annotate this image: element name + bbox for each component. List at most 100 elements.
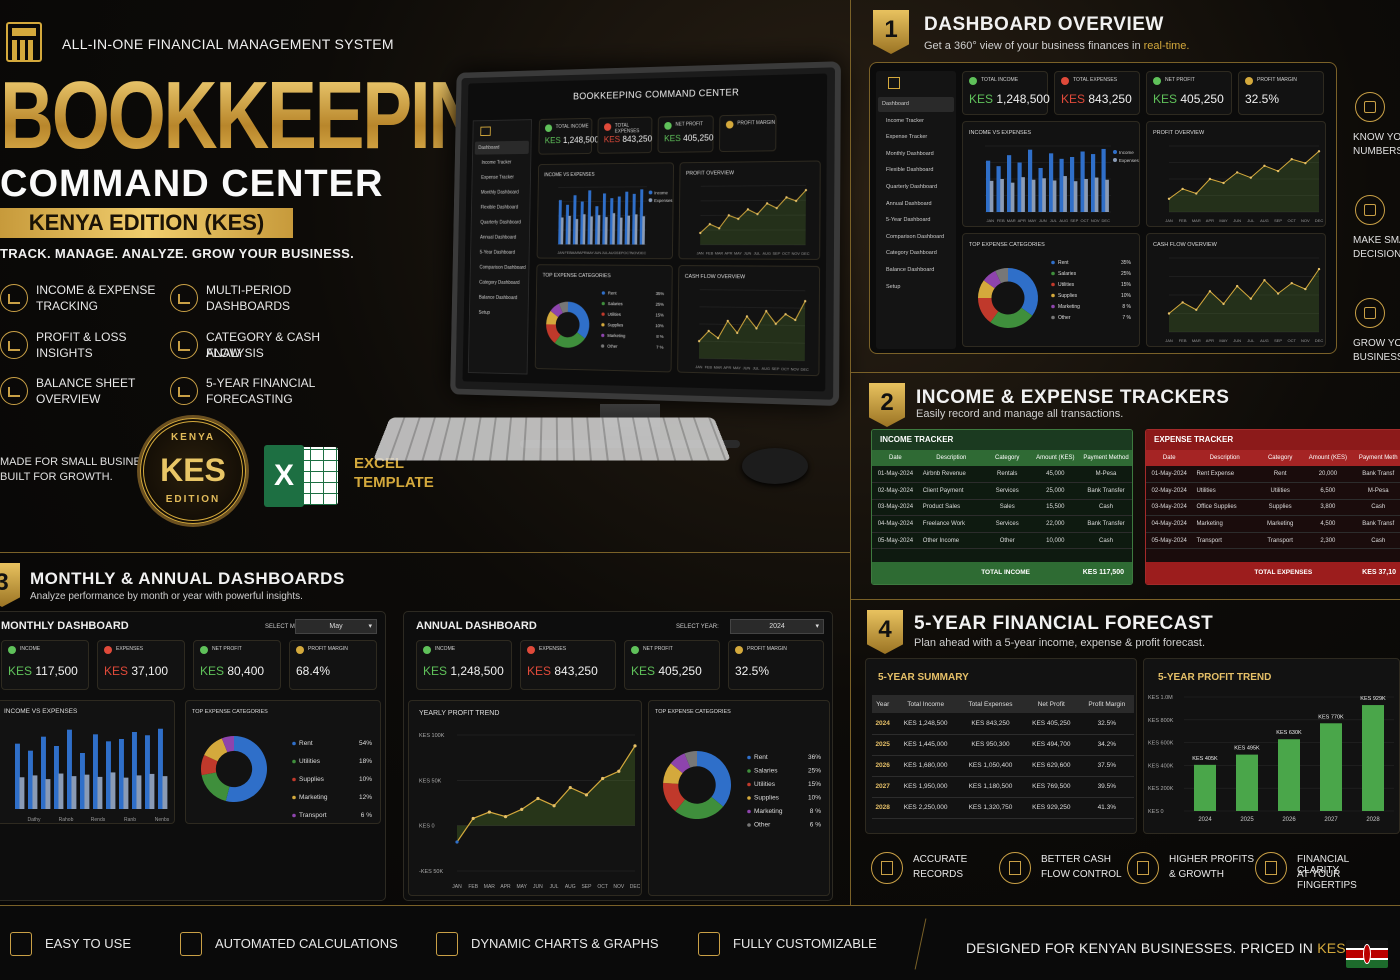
table-row[interactable]: 2026 KES 1,680,000 KES 1,050,400 KES 629,60…: [872, 755, 1134, 776]
benefit-line-2: FLOW CONTROL: [1041, 869, 1122, 880]
forecast-icon: [170, 377, 198, 405]
overview-profit-chart: PROFIT OVERVIEW JAN FEB MAR APR MAY JUN JUL AUG S…: [1146, 121, 1326, 227]
x-tick: JUN: [1039, 218, 1047, 223]
sidebar-item[interactable]: Category Dashboard: [882, 246, 954, 261]
table-row[interactable]: 2024 KES 1,248,500 KES 843,250 KES 405,250 3…: [872, 713, 1134, 734]
x-tick: NOV: [792, 252, 801, 256]
x-tick: Dathy: [27, 817, 41, 823]
year-select[interactable]: 2024 ▾: [730, 619, 824, 634]
table-row[interactable]: 04-May-2024 Marketing Marketing 4,500 Bank T…: [1146, 516, 1400, 533]
chart-title: TOP EXPENSE CATEGORIES: [655, 709, 731, 715]
table-cell: 6,500: [1303, 483, 1352, 500]
table-row[interactable]: 01-May-2024 Airbnb Revenue Rentals 45,000 M-…: [872, 466, 1132, 483]
data-point: [455, 840, 458, 843]
legend-swatch: [292, 796, 296, 800]
overview-cash-chart: CASH FLOW OVERVIEW JAN FEB MAR APR MAY JUN JUL A…: [1146, 233, 1326, 347]
sidebar-item[interactable]: Setup: [882, 280, 954, 295]
area-fill: [457, 746, 635, 842]
table-row[interactable]: 02-May-2024 Utilities Utilities 6,500 M-Pesa: [1146, 483, 1400, 500]
expense-bar: [1074, 181, 1078, 212]
legend-swatch: [1051, 261, 1055, 265]
sidebar-item[interactable]: Monthly Dashboard: [477, 186, 528, 199]
column-header: Payment Method: [1080, 450, 1132, 466]
data-point: [1263, 165, 1265, 167]
sidebar-item[interactable]: Balance Dashboard: [475, 291, 526, 305]
x-tick: MAR: [484, 884, 496, 890]
keyboard: [373, 418, 731, 461]
table-cell: Cash: [1352, 532, 1400, 549]
table-row[interactable]: 02-May-2024 Client Payment Services 25,000 B…: [872, 483, 1132, 500]
sidebar-item[interactable]: Dashboard: [878, 97, 954, 112]
table-row[interactable]: 05-May-2024 Other Income Other 10,000 Cash: [872, 532, 1132, 549]
table-cell: 41.3%: [1080, 797, 1134, 818]
income-bar: [145, 735, 150, 809]
sidebar-item[interactable]: Annual Dashboard: [882, 197, 954, 212]
sidebar-item[interactable]: Setup: [475, 306, 526, 320]
sidebar-item[interactable]: Quarterly Dashboard: [477, 216, 528, 229]
sidebar-item[interactable]: Quarterly Dashboard: [882, 180, 954, 195]
expense-bar: [620, 218, 623, 245]
sidebar-item[interactable]: Dashboard: [475, 141, 529, 155]
sidebar-item[interactable]: Expense Tracker: [478, 171, 529, 185]
legend-value: 15%: [1121, 282, 1132, 288]
table-cell: Sales: [984, 499, 1031, 516]
table-cell: Rent: [1257, 466, 1303, 483]
kpi-label: EXPENSES: [116, 646, 143, 652]
section-number-4: 4: [867, 610, 903, 654]
sidebar-item[interactable]: Annual Dashboard: [476, 231, 527, 244]
table-row[interactable]: 2028 KES 2,250,000 KES 1,320,750 KES 929,25…: [872, 797, 1134, 818]
table-cell: Utilities: [1257, 483, 1303, 500]
x-tick: MAR: [714, 365, 723, 369]
table-row[interactable]: 03-May-2024 Product Sales Sales 15,500 Cash: [872, 499, 1132, 516]
table-row[interactable]: 2027 KES 1,950,000 KES 1,180,500 KES 769,50…: [872, 776, 1134, 797]
x-tick: JAN: [695, 365, 702, 369]
x-tick: AUG: [1059, 218, 1068, 223]
kpi-value: KES 843,250: [527, 664, 598, 678]
margin-icon: [296, 646, 304, 654]
bar-label: KES 770K: [1318, 714, 1344, 720]
pie-slice: [567, 302, 589, 339]
benefit-item: GROW YOURBUSINESS: [1351, 296, 1400, 376]
feature-item: MULTI-PERIOD DASHBOARDS: [170, 282, 340, 318]
table-cell: 03-May-2024: [1146, 499, 1192, 516]
feature-line-2: TRACKING: [36, 298, 98, 314]
x-tick: DEC: [638, 251, 646, 255]
table-row[interactable]: 03-May-2024 Office Supplies Supplies 3,800 C…: [1146, 499, 1400, 516]
sidebar-item[interactable]: 5-Year Dashboard: [882, 213, 954, 228]
sidebar-item[interactable]: Monthly Dashboard: [882, 147, 954, 162]
sidebar-item[interactable]: Category Dashboard: [476, 276, 527, 290]
sidebar-item[interactable]: Balance Dashboard: [882, 263, 954, 278]
sidebar-item[interactable]: Income Tracker: [882, 114, 954, 129]
expense-bar: [136, 775, 141, 809]
x-tick: JUN: [533, 884, 543, 890]
kpi-value: 32.5%: [735, 664, 769, 678]
overview-subtitle: Get a 360° view of your business finance…: [924, 40, 1189, 52]
sidebar-item[interactable]: Income Tracker: [478, 156, 529, 170]
sidebar-item[interactable]: Flexible Dashboard: [882, 163, 954, 178]
column-header: Category: [984, 450, 1031, 466]
month-select[interactable]: May ▾: [295, 619, 377, 634]
legend-swatch: [747, 810, 751, 814]
decision-icon: [1355, 195, 1385, 225]
sidebar-item[interactable]: Comparison Dashboard: [882, 230, 954, 245]
x-tick: JAN: [557, 251, 564, 255]
monthly-title: MONTHLY DASHBOARD: [1, 620, 129, 632]
table-cell: Bank Transfer: [1080, 516, 1132, 533]
table-row[interactable]: 04-May-2024 Freelance Work Services 22,000 B…: [872, 516, 1132, 533]
trackers-title: INCOME & EXPENSE TRACKERS: [916, 387, 1229, 409]
legend-label: Rent: [608, 290, 617, 295]
table-row[interactable]: 05-May-2024 Transport Transport 2,300 Cash: [1146, 532, 1400, 549]
feature-item: CATEGORY & CASH FLOW ANALYSIS: [170, 329, 340, 365]
benefit-item: MAKE SMARTDECISIONS: [1351, 193, 1400, 273]
legend-value: 10%: [808, 795, 821, 802]
sidebar-item[interactable]: Comparison Dashboard: [476, 261, 527, 275]
sidebar-item[interactable]: 5-Year Dashboard: [476, 246, 527, 259]
legend-value: 12%: [359, 794, 372, 801]
monthly-dashboard: MONTHLY DASHBOARD SELECT MONTH: May ▾ INC…: [0, 611, 386, 901]
sidebar-item[interactable]: Flexible Dashboard: [477, 201, 528, 214]
income-bar: [986, 161, 990, 212]
sidebar-item[interactable]: Expense Tracker: [882, 130, 954, 145]
table-row[interactable]: 2025 KES 1,445,000 KES 950,300 KES 494,700 3…: [872, 734, 1134, 755]
x-tick: APR: [1206, 338, 1214, 343]
table-row[interactable]: 01-May-2024 Rent Expense Rent 20,000 Bank Tr…: [1146, 466, 1400, 483]
